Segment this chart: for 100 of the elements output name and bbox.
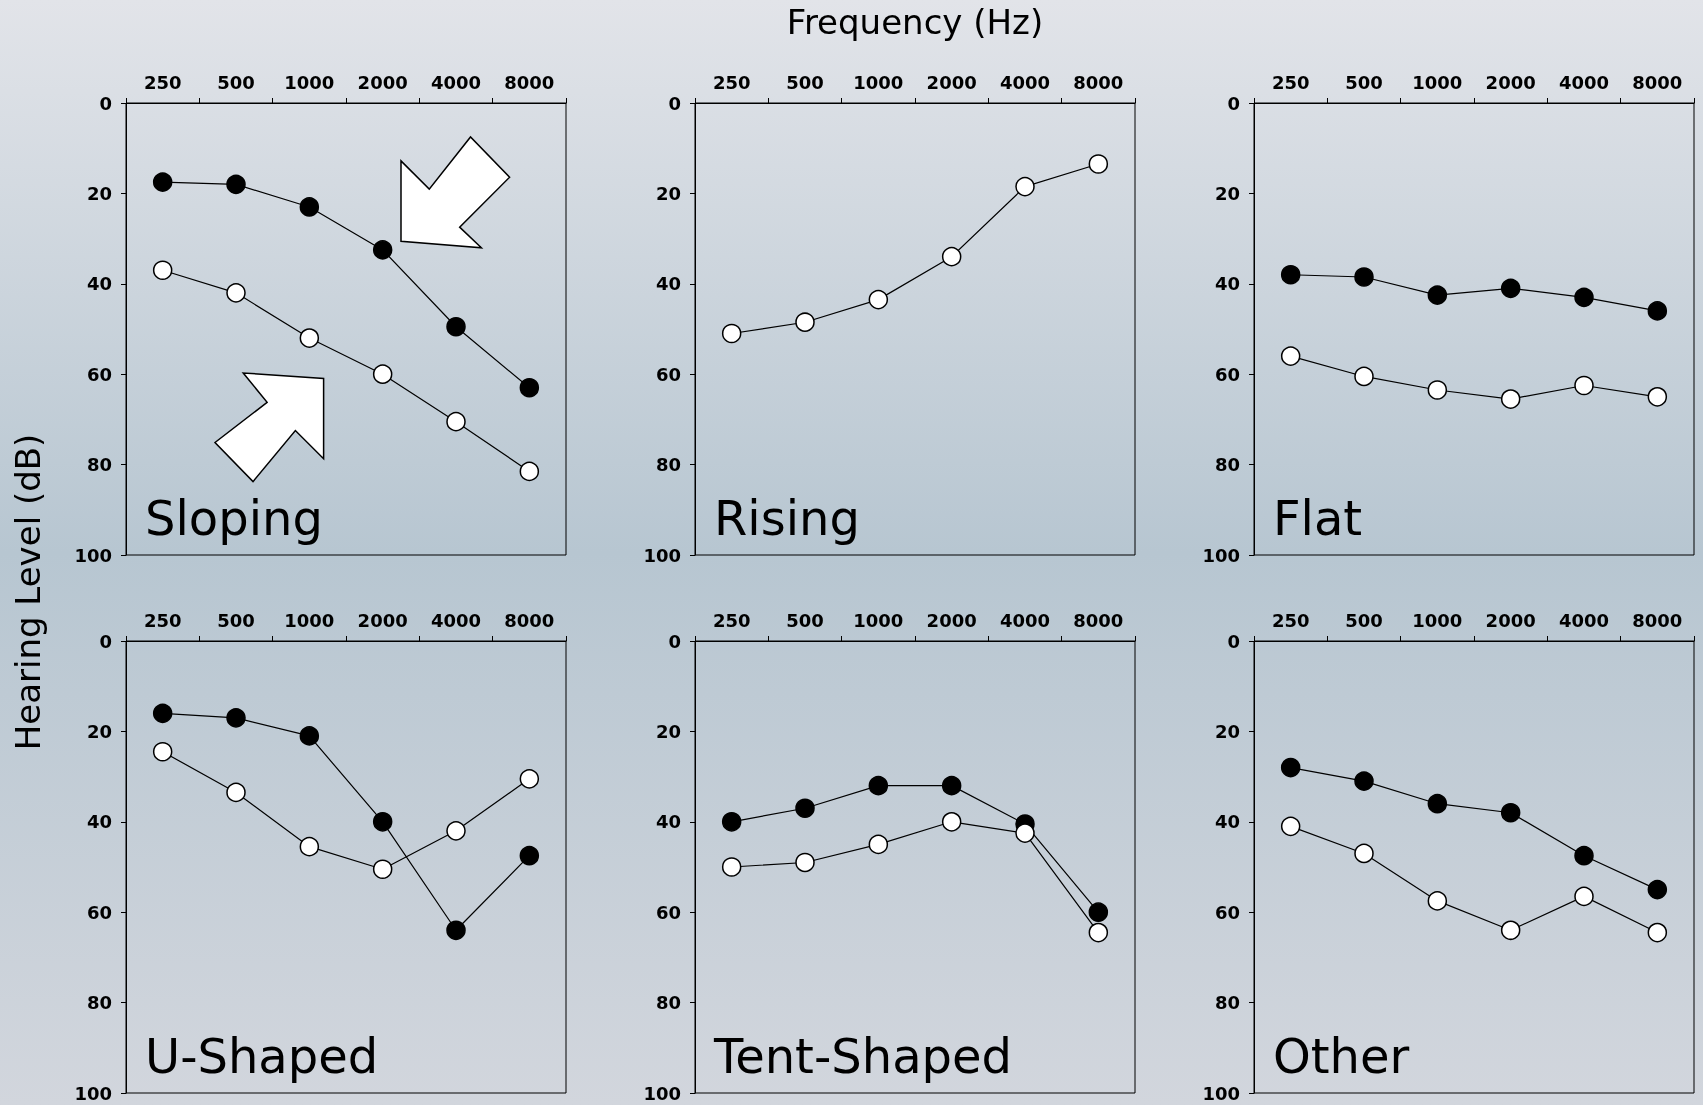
point	[372, 812, 393, 832]
point	[1574, 287, 1594, 308]
x-tick-label: 2000	[926, 71, 977, 93]
point	[1280, 816, 1301, 837]
point	[446, 411, 466, 432]
text: Sloping	[145, 490, 323, 546]
y-axis-title: Hearing Level (dB)	[8, 433, 48, 751]
point	[519, 769, 540, 789]
text: U-Shaped	[145, 1028, 379, 1084]
y-tick-label: 0	[99, 92, 112, 114]
y-tick-label: 20	[86, 182, 112, 204]
point	[868, 289, 889, 310]
y-tick-label: 20	[1214, 720, 1240, 742]
y-tick-label: 60	[655, 901, 681, 923]
y-tick-label: 20	[655, 720, 681, 742]
point	[721, 323, 742, 344]
point	[446, 920, 466, 941]
x-tick-label: 4000	[1558, 609, 1610, 631]
y-tick-label: 40	[655, 811, 681, 833]
point	[299, 197, 320, 217]
y-tick-label: 60	[86, 363, 112, 385]
point	[299, 726, 320, 746]
point	[795, 312, 815, 332]
point	[446, 316, 466, 337]
x-tick-label: 1000	[284, 71, 335, 93]
y-tick-label: 0	[99, 630, 112, 652]
point	[1574, 845, 1594, 866]
point	[1647, 922, 1668, 943]
point	[795, 798, 815, 818]
point	[1015, 823, 1035, 843]
point	[519, 845, 540, 866]
point	[372, 364, 393, 384]
y-tick-label: 60	[1214, 901, 1240, 923]
point	[1088, 154, 1109, 174]
point	[1427, 793, 1448, 814]
point	[1427, 891, 1448, 911]
point	[868, 775, 889, 796]
y-tick-label: 100	[74, 1082, 112, 1104]
point	[152, 703, 173, 724]
point	[1088, 902, 1109, 922]
point	[941, 775, 962, 796]
point	[152, 172, 173, 192]
text: Other	[1273, 1028, 1410, 1084]
point	[299, 836, 320, 857]
point	[1280, 757, 1301, 778]
x-tick-label: 8000	[1073, 609, 1124, 631]
point	[1088, 922, 1109, 943]
point	[941, 246, 962, 267]
y-tick-label: 100	[643, 544, 681, 566]
point	[372, 859, 393, 879]
point	[1574, 375, 1594, 396]
x-tick-label: 250	[143, 71, 182, 93]
y-tick-label: 80	[86, 454, 112, 476]
x-tick-label: 4000	[430, 71, 482, 93]
point	[226, 283, 246, 303]
x-tick-label: 500	[1345, 609, 1383, 631]
y-tick-label: 100	[643, 1082, 681, 1104]
x-tick-label: 2000	[357, 71, 408, 93]
point	[868, 834, 889, 855]
x-tick-label: 1000	[284, 609, 335, 631]
y-tick-label: 40	[655, 273, 681, 295]
x-tick-label: 1000	[1412, 609, 1463, 631]
y-tick-label: 0	[668, 630, 681, 652]
point	[1354, 771, 1374, 791]
x-tick-label: 8000	[504, 71, 555, 93]
point	[1354, 843, 1374, 864]
y-tick-label: 0	[668, 92, 681, 114]
point	[152, 741, 173, 762]
x-tick-label: 250	[1271, 71, 1310, 93]
y-tick-label: 40	[86, 811, 112, 833]
x-tick-label: 250	[1271, 609, 1310, 631]
y-tick-label: 80	[1214, 992, 1240, 1014]
text: Flat	[1273, 490, 1363, 546]
point	[1647, 879, 1668, 900]
x-tick-label: 8000	[1632, 71, 1683, 93]
y-tick-label: 40	[86, 273, 112, 295]
y-tick-label: 60	[655, 363, 681, 385]
point	[1500, 920, 1521, 941]
y-tick-label: 20	[86, 720, 112, 742]
x-tick-label: 1000	[853, 609, 904, 631]
point	[1427, 380, 1448, 400]
x-tick-label: 500	[786, 609, 824, 631]
x-tick-label: 4000	[430, 609, 482, 631]
y-tick-label: 20	[655, 182, 681, 204]
y-tick-label: 40	[1214, 273, 1240, 295]
point	[1354, 366, 1374, 387]
y-tick-label: 60	[86, 901, 112, 923]
y-tick-label: 80	[655, 992, 681, 1014]
x-tick-label: 2000	[1485, 71, 1536, 93]
x-tick-label: 500	[217, 609, 255, 631]
y-tick-label: 100	[1202, 1082, 1240, 1104]
x-tick-label: 500	[1345, 71, 1383, 93]
x-tick-label: 250	[143, 609, 182, 631]
y-tick-label: 40	[1214, 811, 1240, 833]
y-tick-label: 80	[1214, 454, 1240, 476]
point	[519, 378, 540, 398]
point	[1647, 301, 1668, 321]
x-tick-label: 250	[712, 609, 751, 631]
x-tick-label: 8000	[1632, 609, 1683, 631]
point	[226, 782, 246, 803]
